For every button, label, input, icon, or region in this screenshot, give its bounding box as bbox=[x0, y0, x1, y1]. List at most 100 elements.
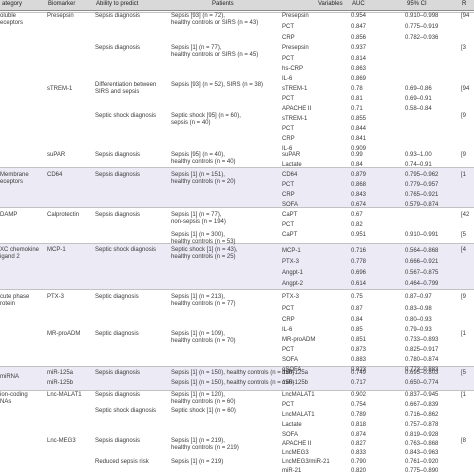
table-cell: 0.78 bbox=[351, 86, 363, 92]
table-cell: 0.819–0.928 bbox=[405, 432, 439, 438]
table-cell: 0.579–0.874 bbox=[405, 202, 439, 208]
row-divider bbox=[0, 12, 474, 13]
table-cell: hs-CRP bbox=[282, 66, 304, 72]
table-cell: CRP bbox=[282, 136, 295, 142]
table-cell: Sepsis [93] (n = 72), bbox=[171, 13, 225, 19]
table-cell: Sepsis [1] (n = 150), healthy controls (… bbox=[171, 370, 295, 376]
row-divider bbox=[0, 167, 474, 168]
reference-cell: [4 bbox=[461, 247, 467, 253]
table-cell: 0.782–0.936 bbox=[405, 35, 439, 41]
table-cell: PTX-3 bbox=[47, 294, 65, 300]
table-cell: eceptors bbox=[0, 20, 24, 26]
table-cell: 0.851 bbox=[351, 337, 367, 343]
table-cell: 0.674 bbox=[351, 202, 367, 208]
table-cell: 0.879 bbox=[351, 172, 367, 178]
table-cell: healthy controls (n = 40) bbox=[171, 159, 236, 165]
table-cell: XC chemokine bbox=[0, 247, 40, 253]
table-cell: 0.83–0.98 bbox=[405, 306, 432, 312]
table-cell: miRNA bbox=[0, 374, 19, 380]
table-cell: MR-proADM bbox=[47, 331, 81, 337]
table-cell: 0.790 bbox=[351, 459, 367, 465]
table-cell: 0.81 bbox=[351, 96, 363, 102]
table-cell: suPAR bbox=[47, 152, 66, 158]
table-cell: 0.666–0.921 bbox=[405, 259, 439, 265]
table-cell: 0.650–0.774 bbox=[405, 380, 439, 386]
table-cell: 0.779–0.957 bbox=[405, 182, 439, 188]
table-cell: 0.87–0.97 bbox=[405, 294, 432, 300]
table-cell: 0.696 bbox=[351, 270, 367, 276]
table-cell: CRP bbox=[282, 35, 295, 41]
table-cell: PCT bbox=[282, 24, 294, 30]
table-cell: 0.749 bbox=[351, 370, 367, 376]
table-cell: healthy controls (n = 25) bbox=[171, 254, 236, 260]
table-cell: Sepsis [93] (n = 52), SIRS (n = 38) bbox=[171, 82, 264, 88]
column-header: ategory bbox=[2, 1, 23, 7]
table-cell: eceptors bbox=[0, 179, 24, 185]
table-cell: Septic shock [95] (n = 60), bbox=[171, 113, 241, 119]
table-cell: Presepsin bbox=[282, 13, 309, 19]
table-cell: 0.837–0.945 bbox=[405, 392, 439, 398]
table-cell: Sepsis diagnosis bbox=[95, 172, 141, 178]
table-cell: sTREM-1 bbox=[282, 86, 308, 92]
table-cell: 0.84 bbox=[351, 317, 363, 323]
table-cell: 0.778 bbox=[351, 259, 367, 265]
table-cell: 0.82 bbox=[351, 222, 363, 228]
table-cell: ion-coding bbox=[0, 392, 28, 398]
table-cell: Lactate bbox=[282, 422, 302, 428]
reference-cell: [3 bbox=[461, 45, 467, 51]
table-cell: miR-125b bbox=[282, 380, 309, 386]
table-cell: 0.757–0.878 bbox=[405, 422, 439, 428]
table-cell: Sepsis [1] (n = 219) bbox=[171, 459, 224, 465]
reference-cell: [9 bbox=[461, 113, 467, 119]
table-cell: PTX-3 bbox=[282, 259, 300, 265]
table-cell: 0.856 bbox=[351, 35, 367, 41]
reference-cell: [1 bbox=[461, 392, 467, 398]
table-cell: PCT bbox=[282, 126, 294, 132]
table-cell: PCT bbox=[282, 56, 294, 62]
table-cell: 0.795–0.962 bbox=[405, 172, 439, 178]
table-cell: NAs bbox=[0, 399, 12, 405]
table-cell: 0.874 bbox=[351, 432, 367, 438]
table-cell: 0.775–0.890 bbox=[405, 468, 439, 474]
table-cell: 0.773–0.883 bbox=[405, 367, 439, 373]
reference-cell: [8 bbox=[461, 438, 467, 444]
table-cell: Septic shock [1] (n = 43), bbox=[171, 247, 238, 253]
table-cell: PCT bbox=[282, 402, 294, 408]
row-divider bbox=[0, 243, 474, 244]
table-cell: Sepsis [95] (n = 40), bbox=[171, 152, 225, 158]
table-cell: 0.841 bbox=[351, 136, 367, 142]
table-cell: 0.75 bbox=[351, 294, 363, 300]
table-cell: Septic diagnosis bbox=[95, 331, 139, 337]
row-divider bbox=[0, 207, 474, 208]
table-cell: 0.843–0.963 bbox=[405, 450, 439, 456]
table-cell: LncMALAT1 bbox=[282, 412, 315, 418]
reference-cell: [5 bbox=[461, 232, 467, 238]
table-cell: 0.818 bbox=[351, 422, 367, 428]
table-cell: 0.85 bbox=[351, 327, 363, 333]
table-cell: miR-125a bbox=[47, 370, 74, 376]
table-cell: CRP bbox=[282, 317, 295, 323]
column-header: R bbox=[462, 1, 467, 7]
table-cell: 0.564–0.868 bbox=[405, 248, 439, 254]
table-cell: 0.761–0.920 bbox=[405, 459, 439, 465]
table-cell: 0.69–0.91 bbox=[405, 96, 432, 102]
table-cell: 0.87 bbox=[351, 306, 363, 312]
table-cell: MCP-1 bbox=[282, 248, 301, 254]
table-cell: Septic diagnosis bbox=[95, 294, 139, 300]
table-cell: 0.855 bbox=[351, 116, 367, 122]
table-cell: 0.883 bbox=[351, 357, 367, 363]
table-cell: 0.873 bbox=[351, 347, 367, 353]
reference-cell: [1 bbox=[461, 172, 467, 178]
table-cell: Septic shock [1] (n = 60) bbox=[171, 408, 236, 414]
table-cell: CaPT bbox=[282, 212, 298, 218]
table-cell: 0.716–0.862 bbox=[405, 412, 439, 418]
table-cell: 0.780–0.874 bbox=[405, 357, 439, 363]
table-cell: 0.869 bbox=[351, 76, 367, 82]
table-cell: 0.820 bbox=[351, 468, 367, 474]
table-cell: Presepsin bbox=[47, 13, 74, 19]
table-cell: Sepsis [1] (n = 109), bbox=[171, 331, 225, 337]
table-cell: 0.910–0.998 bbox=[405, 13, 439, 19]
table-cell: Sepsis diagnosis bbox=[95, 392, 141, 398]
table-cell: Reduced sepsis risk bbox=[95, 459, 149, 465]
